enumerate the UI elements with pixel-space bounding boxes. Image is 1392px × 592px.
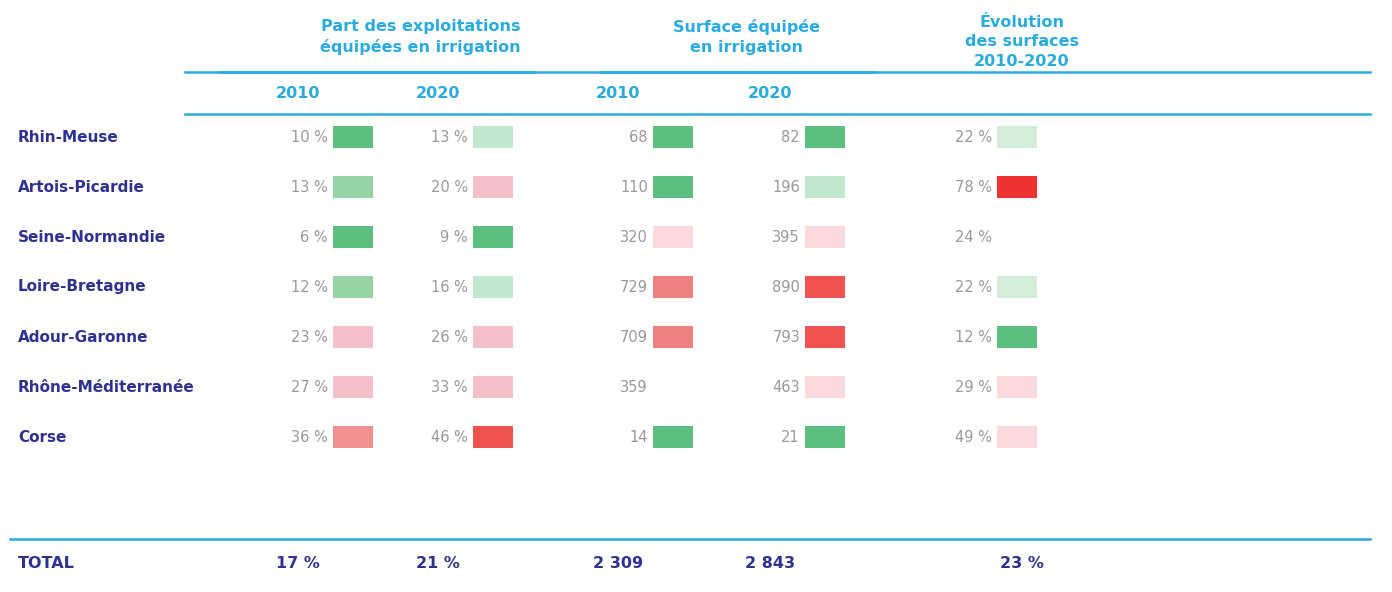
Text: Corse: Corse xyxy=(18,430,67,445)
Text: TOTAL: TOTAL xyxy=(18,556,75,571)
Bar xyxy=(473,226,514,248)
Text: 2020: 2020 xyxy=(748,86,792,101)
Text: 13 %: 13 % xyxy=(291,179,329,195)
Text: 196: 196 xyxy=(773,179,800,195)
Text: 10 %: 10 % xyxy=(291,130,329,144)
Text: 9 %: 9 % xyxy=(440,230,468,244)
Bar xyxy=(997,376,1037,398)
Text: 23 %: 23 % xyxy=(999,556,1044,571)
Text: 890: 890 xyxy=(773,279,800,294)
Bar xyxy=(333,126,373,148)
Bar xyxy=(333,226,373,248)
Bar xyxy=(653,326,693,348)
Text: 24 %: 24 % xyxy=(955,230,992,244)
Text: 26 %: 26 % xyxy=(432,330,468,345)
Text: 82: 82 xyxy=(781,130,800,144)
Bar xyxy=(653,126,693,148)
Text: Part des exploitations
équipées en irrigation: Part des exploitations équipées en irrig… xyxy=(320,19,521,55)
Bar xyxy=(805,276,845,298)
Text: 22 %: 22 % xyxy=(955,130,992,144)
Text: 12 %: 12 % xyxy=(291,279,329,294)
Text: 359: 359 xyxy=(621,379,649,394)
Text: Seine-Normandie: Seine-Normandie xyxy=(18,230,166,244)
Bar xyxy=(805,326,845,348)
Bar xyxy=(997,126,1037,148)
Text: Artois-Picardie: Artois-Picardie xyxy=(18,179,145,195)
Text: 2020: 2020 xyxy=(416,86,461,101)
Text: 14: 14 xyxy=(629,430,649,445)
Text: 33 %: 33 % xyxy=(432,379,468,394)
Bar xyxy=(473,126,514,148)
Text: 29 %: 29 % xyxy=(955,379,992,394)
Text: Rhône-Méditerranée: Rhône-Méditerranée xyxy=(18,379,195,394)
Text: 27 %: 27 % xyxy=(291,379,329,394)
Text: 463: 463 xyxy=(773,379,800,394)
Bar xyxy=(805,426,845,448)
Bar xyxy=(473,176,514,198)
Text: 2 843: 2 843 xyxy=(745,556,795,571)
Text: 13 %: 13 % xyxy=(432,130,468,144)
Text: 12 %: 12 % xyxy=(955,330,992,345)
Text: 320: 320 xyxy=(619,230,649,244)
Text: Surface équipée
en irrigation: Surface équipée en irrigation xyxy=(672,19,820,55)
Bar xyxy=(333,326,373,348)
Text: 6 %: 6 % xyxy=(301,230,329,244)
Bar xyxy=(473,326,514,348)
Text: 68: 68 xyxy=(629,130,649,144)
Text: 2 309: 2 309 xyxy=(593,556,643,571)
Text: Adour-Garonne: Adour-Garonne xyxy=(18,330,149,345)
Bar xyxy=(333,176,373,198)
Text: 17 %: 17 % xyxy=(276,556,320,571)
Text: 49 %: 49 % xyxy=(955,430,992,445)
Bar xyxy=(473,276,514,298)
Bar xyxy=(805,376,845,398)
Bar xyxy=(653,426,693,448)
Text: 22 %: 22 % xyxy=(955,279,992,294)
Bar xyxy=(653,176,693,198)
Text: 21: 21 xyxy=(781,430,800,445)
Text: 20 %: 20 % xyxy=(432,179,468,195)
Bar xyxy=(333,276,373,298)
Text: 21 %: 21 % xyxy=(416,556,459,571)
Text: 2010: 2010 xyxy=(276,86,320,101)
Bar xyxy=(997,176,1037,198)
Bar xyxy=(653,276,693,298)
Text: Évolution
des surfaces
2010-2020: Évolution des surfaces 2010-2020 xyxy=(965,15,1079,69)
Text: 36 %: 36 % xyxy=(291,430,329,445)
Text: Loire-Bretagne: Loire-Bretagne xyxy=(18,279,146,294)
Text: 46 %: 46 % xyxy=(432,430,468,445)
Bar xyxy=(653,226,693,248)
Bar xyxy=(333,376,373,398)
Text: 395: 395 xyxy=(773,230,800,244)
Text: 709: 709 xyxy=(619,330,649,345)
Bar xyxy=(805,176,845,198)
Text: 110: 110 xyxy=(619,179,649,195)
Bar xyxy=(473,426,514,448)
Bar xyxy=(473,376,514,398)
Bar xyxy=(805,126,845,148)
Text: 793: 793 xyxy=(773,330,800,345)
Bar xyxy=(333,426,373,448)
Bar xyxy=(997,426,1037,448)
Text: Rhin-Meuse: Rhin-Meuse xyxy=(18,130,118,144)
Bar xyxy=(997,326,1037,348)
Text: 78 %: 78 % xyxy=(955,179,992,195)
Text: 23 %: 23 % xyxy=(291,330,329,345)
Text: 729: 729 xyxy=(619,279,649,294)
Bar xyxy=(805,226,845,248)
Bar xyxy=(997,276,1037,298)
Text: 16 %: 16 % xyxy=(432,279,468,294)
Text: 2010: 2010 xyxy=(596,86,640,101)
